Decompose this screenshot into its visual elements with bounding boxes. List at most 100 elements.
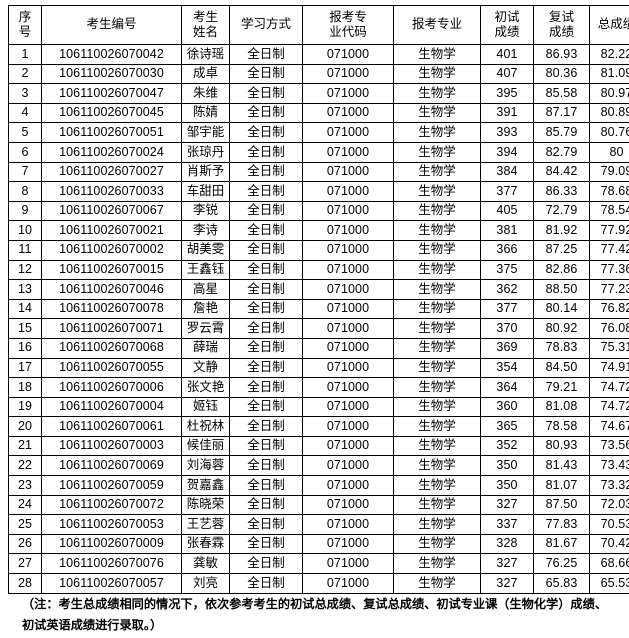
table-row: 4 106110026070045 陈婧 全日制 071000 生物学 391 87.17 80… (8, 102, 629, 124)
cell-second: 81.67 (533, 533, 590, 555)
cell-total: 74.72 (589, 377, 629, 398)
cell-major: 生物学 (393, 63, 481, 85)
cell-major: 生物学 (393, 573, 481, 594)
table-header: 序号考生编号考生姓名学习方式报考专业代码报考专业初试成绩复试成绩总成绩备注 (8, 5, 629, 45)
cell-index: 19 (8, 396, 42, 418)
cell-major: 生物学 (393, 514, 481, 535)
cell-first: 366 (480, 239, 534, 261)
cell-mode: 全日制 (229, 181, 303, 202)
cell-second: 87.17 (533, 102, 590, 124)
cell-major: 生物学 (393, 239, 481, 261)
cell-name: 罗云霄 (181, 318, 230, 339)
column-header-index: 序号 (8, 5, 42, 45)
cell-mode: 全日制 (229, 239, 303, 261)
cell-name: 胡美雯 (181, 239, 230, 261)
cell-first: 391 (480, 102, 534, 124)
cell-first: 401 (480, 44, 534, 65)
cell-majcode: 071000 (302, 259, 394, 281)
cell-name: 张琼丹 (181, 141, 230, 163)
cell-mode: 全日制 (229, 475, 303, 496)
cell-major: 生物学 (393, 161, 481, 183)
cell-second: 84.42 (533, 161, 590, 183)
column-header-line: 成绩 (494, 25, 520, 39)
column-header-majcode: 报考专 业代码 (302, 5, 394, 45)
cell-index: 9 (8, 200, 42, 222)
cell-name: 徐诗瑶 (181, 44, 230, 65)
table-row: 10 106110026070021 李诗 全日制 071000 生物学 381 81.92 7… (8, 220, 629, 241)
cell-index: 14 (8, 298, 42, 320)
column-header-line: 号 (18, 25, 32, 39)
cell-second: 80.36 (533, 63, 590, 85)
cell-majcode: 071000 (302, 161, 394, 183)
column-header-line: 业代码 (329, 25, 367, 39)
cell-index: 13 (8, 279, 42, 300)
cell-first: 364 (480, 377, 534, 398)
cell-id: 106110026070072 (41, 494, 182, 516)
cell-total: 73.56 (589, 435, 629, 457)
cell-id: 106110026070078 (41, 298, 182, 320)
cell-major: 生物学 (393, 494, 481, 516)
cell-second: 85.58 (533, 83, 590, 104)
cell-name: 张春霖 (181, 533, 230, 555)
cell-name: 杜祝林 (181, 416, 230, 437)
cell-first: 377 (480, 298, 534, 320)
cell-majcode: 071000 (302, 573, 394, 594)
cell-major: 生物学 (393, 357, 481, 379)
cell-major: 生物学 (393, 220, 481, 241)
cell-id: 106110026070006 (41, 377, 182, 398)
cell-total: 76.82 (589, 298, 629, 320)
cell-total: 73.43 (589, 455, 629, 477)
cell-majcode: 071000 (302, 396, 394, 418)
cell-mode: 全日制 (229, 377, 303, 398)
cell-majcode: 071000 (302, 298, 394, 320)
table-row: 11 106110026070002 胡美雯 全日制 071000 生物学 366 87.25… (8, 239, 629, 261)
cell-majcode: 071000 (302, 435, 394, 457)
cell-id: 106110026070061 (41, 416, 182, 437)
cell-major: 生物学 (393, 377, 481, 398)
cell-first: 394 (480, 141, 534, 163)
table-row: 13 106110026070046 高星 全日制 071000 生物学 362 88.50 7… (8, 279, 629, 300)
cell-first: 354 (480, 357, 534, 379)
cell-second: 80.14 (533, 298, 590, 320)
table-body: 1 106110026070042 徐诗瑶 全日制 071000 生物学 401 86.93 8… (8, 44, 629, 594)
cell-mode: 全日制 (229, 44, 303, 65)
cell-mode: 全日制 (229, 337, 303, 359)
cell-total: 80.89 (589, 102, 629, 124)
cell-id: 106110026070069 (41, 455, 182, 477)
table-row: 6 106110026070024 张琼丹 全日制 071000 生物学 394 82.79 8… (8, 141, 629, 163)
cell-majcode: 071000 (302, 83, 394, 104)
table-row: 9 106110026070067 李锐 全日制 071000 生物学 405 72.79 78… (8, 200, 629, 222)
cell-name: 陈婧 (181, 102, 230, 124)
cell-majcode: 071000 (302, 475, 394, 496)
cell-total: 68.66 (589, 553, 629, 575)
cell-major: 生物学 (393, 181, 481, 202)
cell-majcode: 071000 (302, 533, 394, 555)
cell-mode: 全日制 (229, 533, 303, 555)
column-header-id: 考生编号 (41, 5, 182, 45)
cell-majcode: 071000 (302, 357, 394, 379)
cell-major: 生物学 (393, 455, 481, 477)
cell-name: 詹艳 (181, 298, 230, 320)
table-row: 1 106110026070042 徐诗瑶 全日制 071000 生物学 401 86.93 8… (8, 44, 629, 65)
cell-majcode: 071000 (302, 337, 394, 359)
cell-first: 327 (480, 494, 534, 516)
cell-mode: 全日制 (229, 514, 303, 535)
cell-index: 16 (8, 337, 42, 359)
cell-id: 106110026070015 (41, 259, 182, 281)
cell-index: 8 (8, 181, 42, 202)
cell-total: 81.09 (589, 63, 629, 85)
cell-mode: 全日制 (229, 494, 303, 516)
column-header-line: 考生 (192, 9, 218, 24)
cell-id: 106110026070057 (41, 573, 182, 594)
cell-first: 405 (480, 200, 534, 222)
cell-index: 20 (8, 416, 42, 437)
cell-major: 生物学 (393, 318, 481, 339)
cell-major: 生物学 (393, 141, 481, 163)
cell-total: 77.36 (589, 259, 629, 281)
cell-name: 李诗 (181, 220, 230, 241)
cell-second: 81.92 (533, 220, 590, 241)
cell-second: 81.07 (533, 475, 590, 496)
cell-first: 350 (480, 455, 534, 477)
footnote-text: （注：考生总成绩相同的情况下，依次参考考生的初试总成绩、复试总成绩、初试专业课（… (22, 597, 607, 632)
cell-id: 106110026070068 (41, 337, 182, 359)
